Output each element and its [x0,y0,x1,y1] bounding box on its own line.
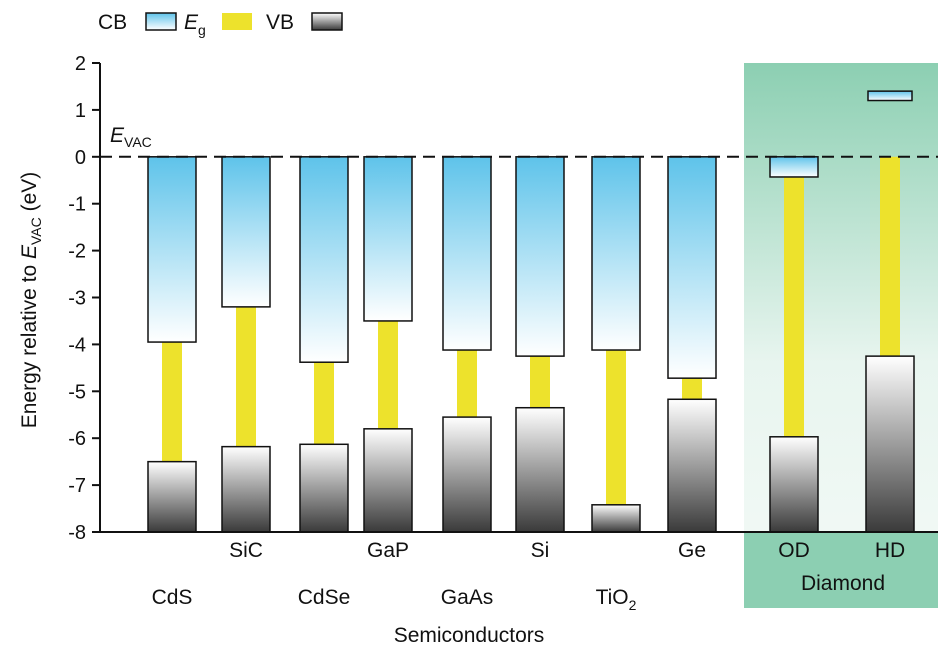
category-label: Ge [678,539,706,562]
conduction-band-bar [221,156,271,308]
y-axis-title-suffix: (eV) [18,172,41,218]
valence-band-bar [363,428,413,533]
legend-eg-swatch [222,13,252,30]
category-label-name: TiO [596,586,629,609]
valence-band-bar [299,443,349,533]
y-tick-label: -2 [68,241,86,263]
valence-band-bar [147,460,197,533]
band-gap-bar [236,306,256,447]
band-bar-ge [667,156,717,533]
y-tick-label: -3 [68,288,86,310]
y-axis-title-sym: E [18,244,41,259]
band-gap-bar [162,342,182,462]
band-bar-tio2 [591,156,641,533]
category-label: GaAs [441,586,494,609]
band-bar-od [769,156,819,533]
legend-cb-label: CB [98,11,127,34]
conduction-band-bar [769,156,819,178]
valence-band-bar [865,355,915,533]
y-axis-title-sub: VAC [28,217,44,245]
band-bar-cdse [299,156,349,533]
band-gap-bar [606,350,626,505]
category-label-name: Ge [678,539,706,562]
valence-band-bar [442,416,492,533]
y-axis-title-prefix: Energy relative to [18,259,41,428]
band-bar-gap [363,156,413,533]
band-bar-si [515,156,565,533]
band-bar-sic [221,156,271,533]
band-gap-bar [457,350,477,418]
conduction-band-bar [667,156,717,379]
category-label: OD [778,539,810,562]
category-label-sub: 2 [629,597,637,613]
valence-band-bar [667,398,717,533]
category-label: SiC [229,539,263,562]
band-gap-bar [530,356,550,408]
category-label: HD [875,539,905,562]
legend-eg-sub: g [198,22,206,38]
vacuum-level-sub: VAC [124,134,152,150]
category-label: GaP [367,539,409,562]
y-tick-label: -6 [68,428,86,450]
band-gap-bar [880,156,900,357]
band-gap-bar [784,176,804,437]
valence-band-bar [515,406,565,533]
y-tick-label: -8 [68,522,86,544]
category-label-name: CdS [152,586,193,609]
legend-vb-label: VB [266,11,294,34]
y-tick-label: -1 [68,194,86,216]
band-bar-hd [865,90,915,533]
category-label-name: GaP [367,539,409,562]
legend: CB Eg VB [98,11,343,38]
y-tick-label: 2 [75,53,86,75]
legend-eg-label: Eg [184,11,206,38]
category-label: CdS [152,586,193,609]
conduction-band-bar [867,90,913,102]
y-tick-label: 0 [75,147,86,169]
x-axis-title: Semiconductors [394,624,545,647]
category-label-name: CdSe [298,586,351,609]
valence-band-bar [591,504,641,533]
legend-cb-swatch [145,12,177,31]
band-gap-bar [682,378,702,400]
conduction-band-bar [147,156,197,343]
category-label-name: HD [875,539,905,562]
conduction-band-bar [591,156,641,351]
valence-band-bar [769,436,819,533]
conduction-band-bar [442,156,492,351]
y-tick-label: -5 [68,381,86,403]
y-tick-label: -7 [68,475,86,497]
bars [147,90,915,533]
y-tick-label: -4 [68,334,86,356]
category-label-name: SiC [229,539,263,562]
category-label: TiO2 [596,586,637,613]
band-bar-gaas [442,156,492,533]
conduction-band-bar [363,156,413,322]
band-bar-cds [147,156,197,533]
y-axis-ticks: 2 1 0 -1 -2 -3 -4 -5 -6 -7 -8 [68,53,100,544]
legend-vb-swatch [311,12,343,31]
category-labels: CdS SiC CdSe GaP GaAs Si TiO2 Ge OD HD [152,539,906,613]
y-tick-label: 1 [75,100,86,122]
category-label: Si [531,539,550,562]
category-label: CdSe [298,586,351,609]
category-label-name: GaAs [441,586,494,609]
band-gap-bar [314,362,334,445]
vacuum-level-sym: E [110,124,125,147]
diamond-group-label: Diamond [801,572,885,595]
category-label-name: Si [531,539,550,562]
band-gap-bar [378,320,398,429]
conduction-band-bar [515,156,565,357]
vacuum-level-label: EVAC [110,124,152,150]
category-label-name: OD [778,539,810,562]
diamond-highlight-label-band [744,533,938,608]
conduction-band-bar [299,156,349,363]
y-axis-title: Energy relative to EVAC (eV) [18,172,44,429]
legend-eg-sym: E [184,11,199,34]
valence-band-bar [221,445,271,533]
